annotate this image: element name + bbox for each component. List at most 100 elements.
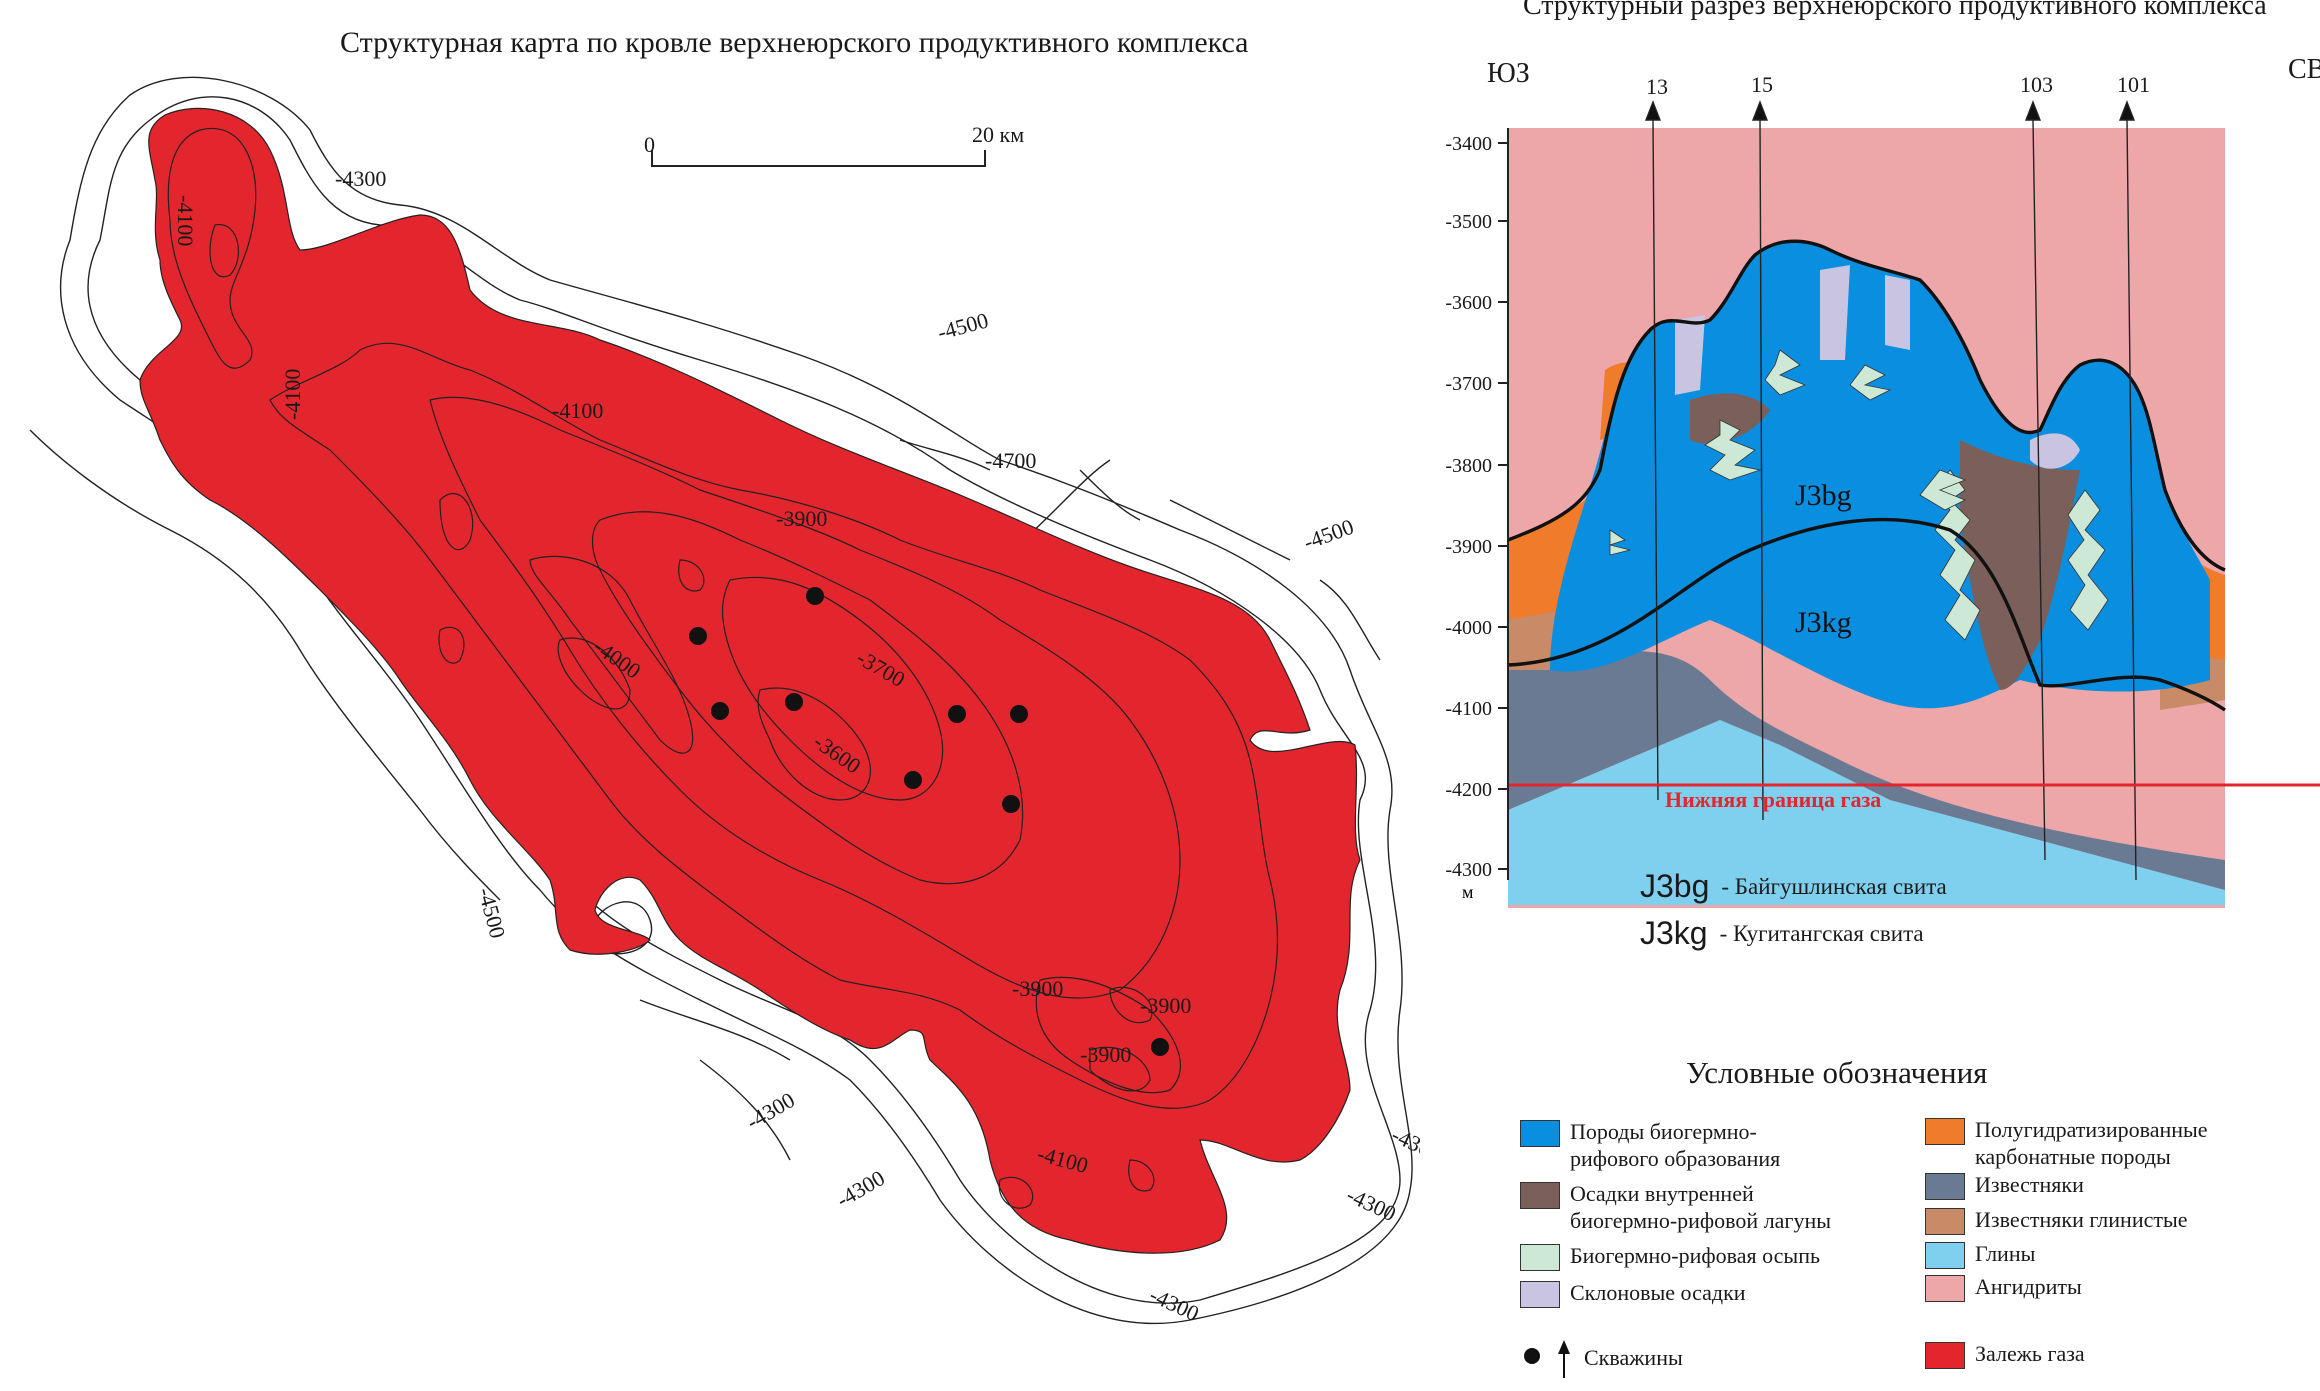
legend-swatch bbox=[1925, 1242, 1965, 1269]
direction-ne: СВ bbox=[2288, 54, 2320, 85]
map-title: Структурная карта по кровле верхнеюрског… bbox=[340, 26, 1249, 59]
svg-text:-3900: -3900 bbox=[1445, 536, 1492, 558]
legend-item-semihydrated: Полугидратизированные карбонатные породы bbox=[1925, 1116, 2208, 1170]
scale-end: 20 км bbox=[972, 122, 1024, 147]
formation-name: - Кугитангская свита bbox=[1719, 920, 1924, 946]
gas-boundary-label: Нижняя граница газа bbox=[1665, 787, 1881, 812]
depth-unit: м bbox=[1462, 882, 1473, 902]
legend-label: Биогермно-рифовая осыпь bbox=[1570, 1243, 1821, 1268]
svg-text:-3800: -3800 bbox=[1445, 455, 1492, 477]
legend-label: Склоновые осадки bbox=[1570, 1280, 1746, 1305]
inner-contours bbox=[167, 127, 1279, 1209]
lagoon-sediments bbox=[1960, 440, 2080, 690]
well-marker bbox=[806, 587, 824, 605]
svg-text:-4200: -4200 bbox=[1445, 779, 1492, 801]
limestone-layer bbox=[1508, 651, 2225, 890]
scale-bar: 0 20 км bbox=[644, 122, 1024, 167]
contour-label: -4300 bbox=[1343, 1182, 1400, 1226]
well-label: 13 bbox=[1646, 74, 1668, 99]
contour-label: -3900 bbox=[1012, 976, 1063, 1001]
legend-label: Залежь газа bbox=[1975, 1341, 2085, 1366]
legend-label: Ангидриты bbox=[1975, 1274, 2082, 1299]
well-label: 15 bbox=[1751, 72, 1773, 97]
legend-swatch bbox=[1925, 1208, 1965, 1235]
svg-text:-3400: -3400 bbox=[1445, 133, 1492, 155]
svg-text:-4100: -4100 bbox=[1445, 698, 1492, 720]
formation-code: J3kg bbox=[1640, 915, 1708, 951]
svg-text:-4300: -4300 bbox=[1445, 859, 1492, 881]
section-title: Структурный разрез верхнеюрского продукт… bbox=[1523, 0, 2267, 21]
legend-label: Глины bbox=[1975, 1241, 2036, 1266]
legend-label: Известняки глинистые bbox=[1975, 1207, 2188, 1232]
depth-ticks: -3400 -3500 -3600 -3700 -3800 -3900 -400… bbox=[1445, 133, 1508, 881]
contour-label: -4300 bbox=[335, 166, 386, 191]
contour-label: -4300 bbox=[1388, 1122, 1420, 1166]
legend-item-clay: Глины bbox=[1925, 1240, 2035, 1269]
contour-label: -4500 bbox=[935, 307, 991, 344]
scale-start: 0 bbox=[644, 132, 655, 157]
contour-label: -4500 bbox=[473, 885, 510, 941]
legend-item-anhydrite: Ангидриты bbox=[1925, 1273, 2082, 1302]
well-marker bbox=[689, 627, 707, 645]
contour-label: -3900 bbox=[1080, 1042, 1131, 1067]
legend-label: Породы биогермно- рифового образования bbox=[1570, 1119, 1781, 1171]
well-marker bbox=[1002, 795, 1020, 813]
legend-label: Скважины bbox=[1584, 1345, 1683, 1370]
svg-text:-3600: -3600 bbox=[1445, 292, 1492, 314]
contour-label: -4300 bbox=[1146, 1282, 1203, 1326]
legend-title: Условные обозначения bbox=[1686, 1055, 1988, 1090]
svg-text:-3700: -3700 bbox=[1445, 373, 1492, 395]
contour-label: -4300 bbox=[832, 1165, 889, 1212]
formation-name: - Байгушлинская свита bbox=[1721, 873, 1947, 899]
structural-map: 0 20 км -4100 -4100 -4 bbox=[29, 76, 1420, 1326]
well-label: 101 bbox=[2117, 72, 2150, 97]
legend-swatch bbox=[1925, 1275, 1965, 1302]
contour-label: -3900 bbox=[776, 506, 827, 531]
legend-label: Осадки внутренней биогермно-рифовой лагу… bbox=[1570, 1181, 1832, 1233]
svg-text:-3500: -3500 bbox=[1445, 211, 1492, 233]
lagoon-small bbox=[1690, 393, 1770, 444]
slope-deposits-3 bbox=[1885, 275, 1910, 350]
legend-label: Известняки bbox=[1975, 1172, 2084, 1197]
legend-swatch bbox=[1925, 1342, 1965, 1369]
legend-item-slope: Склоновые осадки bbox=[1520, 1279, 1746, 1308]
boundary-lines bbox=[1507, 239, 2226, 712]
legend-swatch bbox=[1520, 1281, 1560, 1308]
well-marker bbox=[785, 693, 803, 711]
well-marker bbox=[711, 702, 729, 720]
legend-item-gas: Залежь газа bbox=[1925, 1340, 2085, 1369]
clay-layer bbox=[1508, 720, 2225, 905]
legend-item-lagoon: Осадки внутренней биогермно-рифовой лагу… bbox=[1520, 1180, 1831, 1234]
contour-label: -4100 bbox=[552, 398, 603, 423]
contour-label: -4100 bbox=[280, 369, 305, 420]
legend-item-reef: Породы биогермно- рифового образования bbox=[1520, 1118, 1780, 1172]
well-marker bbox=[948, 705, 966, 723]
slope-deposits-1 bbox=[1675, 315, 1705, 395]
legend-item-wells: Скважины bbox=[1522, 1340, 1683, 1380]
contour-label: -4700 bbox=[985, 448, 1036, 473]
formation-label-kg: J3kg bbox=[1795, 606, 1852, 639]
legend-swatch bbox=[1520, 1244, 1560, 1271]
gas-pool bbox=[139, 107, 1361, 1254]
map-wells bbox=[689, 587, 1169, 1056]
contour-label: -4500 bbox=[1300, 514, 1357, 555]
well-marker bbox=[1010, 705, 1028, 723]
legend-item-talus: Биогермно-рифовая осыпь bbox=[1520, 1242, 1820, 1271]
formation-kg: J3kg - Кугитангская свита bbox=[1640, 915, 1924, 952]
legend-label: Полугидратизированные карбонатные породы bbox=[1975, 1117, 2208, 1169]
structural-section: 13 15 103 101 Нижняя граница газа -3400 … bbox=[1445, 72, 2320, 908]
formation-label-bg: J3bg bbox=[1795, 479, 1852, 512]
svg-text:-4000: -4000 bbox=[1445, 617, 1492, 639]
well-label: 103 bbox=[2020, 72, 2053, 97]
legend-swatch bbox=[1520, 1182, 1560, 1209]
contour-label: -4100 bbox=[173, 195, 198, 246]
reef-talus bbox=[1608, 349, 2109, 641]
formation-bg: J3bg - Байгушлинская свита bbox=[1640, 868, 1947, 905]
legend-item-limestone: Известняки bbox=[1925, 1171, 2084, 1200]
legend-swatch bbox=[1925, 1173, 1965, 1200]
formation-code: J3bg bbox=[1640, 868, 1710, 904]
section-wells bbox=[1644, 100, 2137, 881]
wells-symbol-icon bbox=[1524, 1340, 1570, 1378]
legend-swatch bbox=[1925, 1118, 1965, 1145]
well-marker bbox=[904, 771, 922, 789]
